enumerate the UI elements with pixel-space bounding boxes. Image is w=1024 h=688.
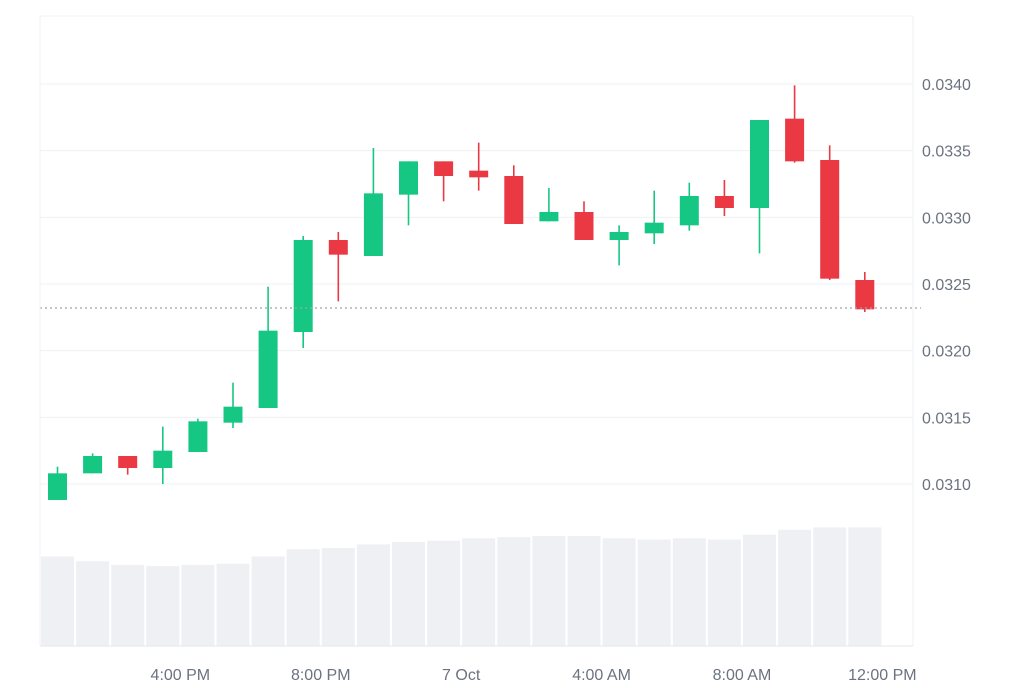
candle-body (258, 330, 278, 408)
candle-body (785, 118, 805, 162)
candle-body (609, 232, 629, 240)
candle-down (855, 272, 875, 312)
y-tick-label: 0.0335 (922, 144, 971, 161)
candle-up (750, 120, 769, 254)
volume-bar (251, 556, 285, 646)
volume-bar (497, 537, 531, 646)
volume-bar (532, 535, 566, 646)
candle-up (83, 453, 103, 474)
volume-bar (427, 540, 461, 646)
x-tick-label: 8:00 PM (291, 667, 351, 683)
y-tick-label: 0.0320 (922, 344, 971, 361)
candle-body (574, 212, 594, 240)
volume-bar (356, 544, 390, 646)
volume-bar (462, 538, 496, 646)
candle-body (48, 473, 67, 500)
candle-body (820, 160, 840, 279)
volume-bar (848, 527, 882, 646)
volume-bar (672, 538, 706, 646)
x-tick-label: 4:00 AM (572, 667, 631, 683)
y-tick-label: 0.0330 (922, 210, 971, 227)
volume-bar (743, 534, 776, 646)
candle-body (714, 196, 734, 208)
volume-bar (286, 549, 320, 646)
candle-up (363, 148, 383, 256)
candle-up (153, 426, 173, 484)
x-tick-label: 4:00 PM (151, 667, 211, 683)
candle-body (328, 240, 348, 255)
volume-bar (216, 563, 250, 646)
candle-up (539, 188, 559, 222)
candle-down (504, 165, 524, 224)
candle-up (293, 236, 313, 348)
volume-bar (602, 538, 636, 646)
volume-bar (813, 527, 847, 646)
candle-body (399, 161, 418, 195)
candle-down (328, 232, 348, 302)
candle-body (644, 222, 664, 234)
candle-up (48, 466, 67, 500)
volume-bar (146, 566, 180, 646)
candle-body (679, 196, 699, 226)
candle-up (609, 225, 629, 266)
volume-bar (567, 535, 601, 646)
candle-down (820, 145, 840, 280)
grid-lines (40, 83, 913, 485)
candle-up (644, 190, 664, 244)
candle-down (434, 161, 454, 202)
volume-bars (41, 527, 882, 646)
volume-bar (41, 556, 74, 646)
volume-bar (778, 529, 812, 646)
candle-body (83, 456, 103, 474)
x-axis: 4:00 PM 8:00 PM 7 Oct 4:00 AM 8:00 AM 12:00 P… (151, 667, 917, 684)
y-tick-label: 0.0315 (922, 410, 971, 427)
volume-bar (76, 561, 110, 646)
volume-bar (321, 547, 355, 646)
candle-up (258, 286, 278, 408)
candle-body (188, 421, 208, 452)
y-tick-label: 0.0310 (922, 477, 971, 494)
candle-down (714, 180, 734, 216)
candle-body (293, 240, 313, 332)
candle-body (469, 170, 489, 178)
volume-bar (181, 564, 215, 646)
plot-frame (39, 15, 914, 647)
candle-body (750, 120, 769, 208)
candle-up (679, 182, 699, 231)
candle-down (785, 85, 805, 163)
candle-body (434, 161, 454, 176)
y-tick-label: 0.0325 (922, 277, 971, 294)
candle-up (188, 418, 208, 452)
x-tick-label: 7 Oct (442, 667, 481, 683)
candle-down (574, 201, 594, 240)
candle-body (855, 280, 875, 310)
candle-body (504, 176, 524, 224)
candle-down (118, 456, 138, 475)
y-axis: 0.0310 0.0315 0.0320 0.0325 0.0330 0.0335 0.03… (922, 77, 971, 494)
candle-body (539, 212, 559, 222)
candle-up (399, 161, 418, 226)
y-tick-label: 0.0340 (922, 77, 971, 94)
candle-body (223, 406, 243, 423)
candle-down (469, 142, 489, 191)
candle-body (363, 193, 383, 256)
candle-body (118, 456, 138, 468)
x-tick-label: 12:00 PM (848, 667, 916, 683)
candle-up (223, 382, 243, 428)
volume-bar (707, 539, 741, 646)
volume-bar (111, 564, 145, 646)
volume-bar (392, 541, 425, 646)
candle-body (153, 450, 173, 468)
volume-bar (637, 539, 671, 646)
x-tick-label: 8:00 AM (713, 667, 772, 683)
candles (48, 85, 875, 500)
